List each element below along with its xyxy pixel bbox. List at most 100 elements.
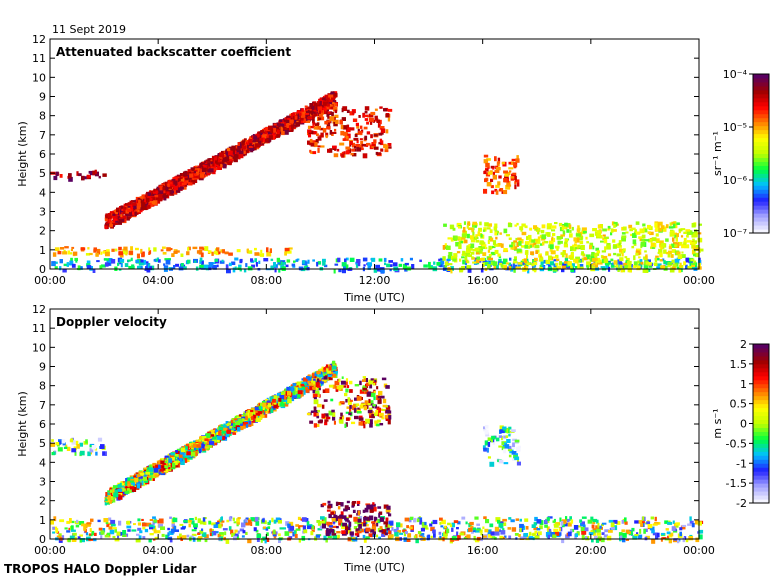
data-cell — [458, 241, 462, 245]
data-cell — [149, 473, 153, 479]
data-cell — [625, 260, 629, 263]
data-cell — [331, 111, 334, 117]
data-cell — [208, 250, 212, 254]
y-tick-label: 5 — [39, 167, 46, 180]
data-cell — [210, 162, 214, 165]
data-cell — [637, 248, 642, 252]
data-cell — [357, 262, 361, 267]
data-cell — [220, 436, 225, 441]
data-cell — [94, 171, 99, 177]
data-cell — [577, 225, 580, 231]
data-cell — [314, 142, 318, 147]
data-cell — [206, 171, 210, 176]
data-cell — [71, 246, 75, 249]
colorbar-segment — [753, 229, 769, 234]
data-cell — [644, 228, 648, 233]
data-cell — [362, 112, 365, 118]
data-cell — [268, 135, 273, 140]
data-cell — [342, 125, 348, 130]
data-cell — [143, 204, 149, 207]
data-cell — [509, 257, 512, 261]
data-cell — [514, 179, 520, 183]
data-cell — [498, 258, 502, 264]
data-cell — [541, 224, 546, 229]
data-cell — [535, 239, 541, 244]
data-cell — [59, 266, 62, 271]
data-cell — [634, 229, 637, 234]
data-cell — [311, 115, 315, 121]
data-cell — [163, 190, 166, 194]
data-cell — [668, 226, 674, 229]
data-cell — [622, 226, 627, 231]
data-cell — [698, 250, 701, 253]
data-cell — [676, 222, 680, 225]
data-cell — [577, 259, 582, 263]
data-cell — [377, 152, 382, 156]
data-cell — [345, 399, 348, 403]
data-cell — [643, 256, 647, 260]
data-cell — [179, 173, 184, 177]
data-cell — [681, 251, 684, 254]
data-cell — [127, 483, 130, 487]
data-cell — [644, 250, 647, 253]
data-cell — [96, 248, 101, 252]
data-cell — [640, 261, 644, 265]
colorbar-segment — [753, 125, 769, 131]
data-cell — [135, 259, 140, 263]
data-cell — [450, 237, 454, 242]
data-cell — [321, 404, 325, 409]
data-cell — [107, 218, 110, 224]
data-cell — [510, 161, 515, 165]
data-cell — [121, 208, 124, 212]
data-cell — [506, 262, 510, 265]
data-cell — [499, 188, 504, 192]
data-cell — [365, 378, 368, 382]
data-cell — [89, 252, 93, 256]
data-cell — [111, 259, 116, 264]
data-cell — [546, 263, 549, 266]
data-cell — [212, 432, 215, 435]
data-cell — [335, 119, 339, 124]
data-cell — [217, 154, 220, 159]
data-cell — [570, 253, 574, 257]
data-cell — [670, 254, 674, 258]
data-cell — [225, 426, 230, 430]
data-cell — [374, 404, 377, 409]
data-cell — [299, 392, 304, 397]
data-cell — [594, 254, 598, 258]
data-cell — [280, 398, 284, 403]
colorbar-segment — [753, 109, 769, 115]
data-cell — [518, 241, 522, 246]
data-cell — [290, 384, 294, 387]
data-cell — [269, 248, 272, 253]
data-cell — [115, 220, 119, 223]
data-cell — [333, 369, 338, 374]
data-cell — [690, 230, 693, 235]
data-cell — [327, 369, 332, 374]
data-cell — [247, 145, 250, 149]
data-cell — [440, 260, 445, 265]
data-cell — [319, 127, 324, 131]
data-cell — [367, 262, 372, 267]
y-tick-label: 7 — [39, 129, 46, 142]
data-cell — [210, 434, 214, 437]
data-cell — [501, 161, 506, 165]
data-cell — [313, 399, 319, 405]
data-cell — [366, 121, 369, 125]
data-cell — [154, 474, 159, 478]
data-cell — [190, 451, 196, 457]
data-cell — [541, 234, 547, 240]
data-cell — [109, 489, 113, 493]
data-cell — [315, 139, 319, 144]
data-cell — [172, 463, 176, 468]
data-cell — [554, 245, 560, 249]
data-cell — [266, 251, 272, 257]
data-cell — [326, 103, 331, 107]
data-cell — [371, 143, 376, 147]
data-cell — [130, 246, 133, 251]
data-cell — [207, 158, 211, 162]
data-cell — [316, 261, 319, 267]
data-cell — [127, 477, 130, 483]
data-cell — [176, 448, 181, 453]
y-tick-label: 3 — [39, 206, 46, 219]
